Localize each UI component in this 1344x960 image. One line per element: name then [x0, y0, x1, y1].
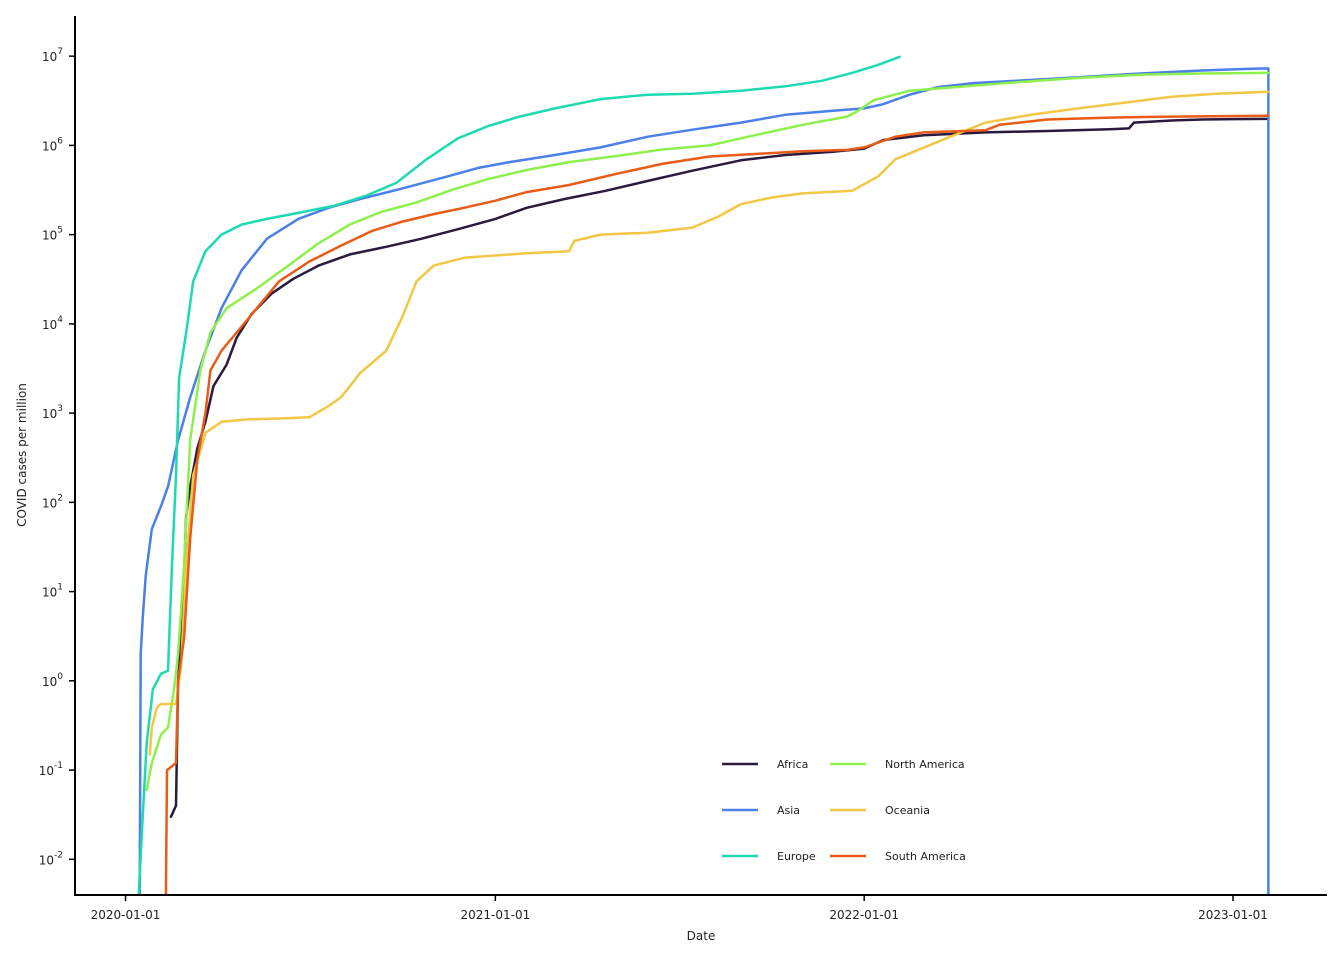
- series-line-asia: [138, 67, 1270, 897]
- series-line-north-america: [145, 71, 1270, 792]
- series-line-south-america: [164, 114, 1270, 897]
- legend-label-europe: Europe: [777, 850, 816, 863]
- y-tick-label: 106: [42, 136, 63, 153]
- y-tick-label: 104: [42, 315, 63, 332]
- y-tick-label: 105: [42, 226, 63, 243]
- legend-label-africa: Africa: [777, 758, 808, 771]
- series-line-europe: [137, 55, 901, 897]
- y-tick-label: 102: [42, 493, 63, 510]
- legend: Africa Asia Europe North America Oceania Sout…: [722, 758, 966, 863]
- y-tick-label: 10-1: [39, 761, 63, 778]
- y-tick-label: 107: [42, 47, 63, 64]
- y-tick-label: 103: [42, 404, 63, 421]
- y-tick-label: 100: [42, 672, 63, 689]
- x-tick-label: 2023-01-01: [1198, 908, 1268, 922]
- x-tick-label: 2020-01-01: [91, 908, 161, 922]
- x-tick-label: 2021-01-01: [460, 908, 530, 922]
- legend-label-oceania: Oceania: [885, 804, 930, 817]
- y-axis-ticks: 10-2 10-1 100 101 102 103 104 105 106 107: [39, 47, 75, 867]
- series-line-africa: [169, 117, 1270, 818]
- plot-lines: [137, 55, 1270, 897]
- legend-label-south-america: South America: [885, 850, 966, 863]
- legend-label-north-america: North America: [885, 758, 965, 771]
- x-axis-ticks: 2020-01-01 2021-01-01 2022-01-01 2023-01-01: [91, 895, 1268, 922]
- x-axis-title: Date: [687, 929, 716, 943]
- x-tick-label: 2022-01-01: [829, 908, 899, 922]
- y-tick-label: 10-2: [39, 850, 63, 867]
- y-axis-title: COVID cases per million: [15, 383, 29, 527]
- series-line-oceania: [148, 90, 1270, 756]
- y-tick-label: 101: [42, 583, 63, 600]
- legend-label-asia: Asia: [777, 804, 800, 817]
